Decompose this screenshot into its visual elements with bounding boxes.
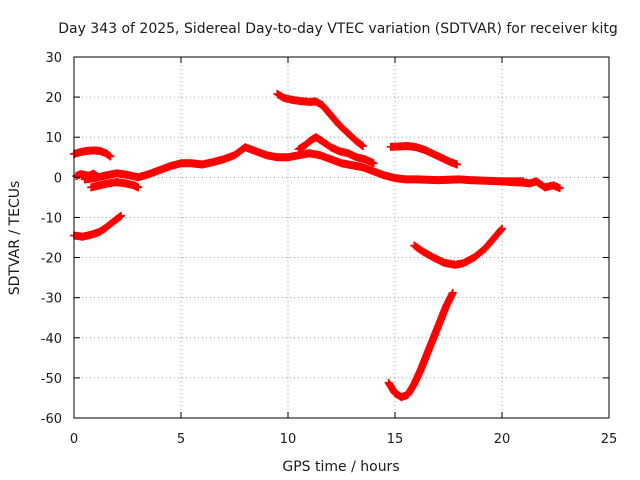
y-tick-label: -20 — [41, 252, 62, 267]
series-trace-main-band — [80, 143, 528, 186]
x-tick-label: 10 — [280, 432, 297, 447]
x-tick-label: 25 — [601, 432, 618, 447]
data-point — [105, 151, 114, 160]
data-point — [116, 212, 125, 221]
axis-ticks — [73, 56, 610, 419]
data-point — [448, 288, 457, 297]
y-tick-label: 30 — [45, 51, 62, 66]
series-trace-mid-right — [386, 142, 462, 169]
series-trace-upper-left — [70, 146, 115, 161]
y-tick-label: -60 — [41, 412, 62, 427]
series-trace-deep-dip — [384, 288, 457, 402]
data-point — [498, 224, 506, 233]
series-trace-bowl — [410, 224, 506, 269]
y-tick-label: 10 — [45, 131, 62, 146]
data-point — [555, 184, 564, 193]
series-trace-lower-left — [70, 211, 126, 241]
data-point — [369, 159, 378, 168]
y-tick-label: -10 — [41, 211, 62, 226]
data-point — [358, 142, 367, 151]
y-tick-label: 20 — [45, 91, 62, 106]
plot-frame — [73, 56, 610, 419]
series-trace-mid-hump — [294, 133, 378, 168]
tick-labels: 0 5 10 15 20 25 -60 -50 -40 -30 -20 -10 0 10 20 30 — [41, 51, 618, 447]
data-point — [497, 225, 506, 234]
data-point — [106, 152, 115, 161]
x-tick-label: 0 — [70, 432, 78, 447]
y-tick-label: -50 — [41, 372, 62, 387]
x-tick-label: 5 — [177, 432, 185, 447]
data-point — [134, 183, 143, 192]
chart-title: Day 343 of 2025, Sidereal Day-to-day VTE… — [58, 21, 618, 37]
x-axis-title: GPS time / hours — [282, 459, 399, 475]
y-tick-label: -30 — [41, 292, 62, 307]
y-axis-title: SDTVAR / TECUs — [7, 181, 23, 296]
x-tick-label: 15 — [387, 432, 404, 447]
data-point — [117, 211, 126, 220]
grid-lines — [74, 57, 609, 418]
data-series — [70, 89, 564, 402]
y-tick-label: 0 — [54, 171, 62, 186]
series-trace-low-wave — [87, 178, 143, 192]
data-point — [453, 160, 462, 169]
data-point — [357, 141, 366, 150]
series-trace-right-tail — [498, 177, 564, 193]
series-trace-upper-peak — [273, 89, 367, 151]
x-tick-label: 20 — [494, 432, 511, 447]
y-tick-label: -40 — [41, 332, 62, 347]
